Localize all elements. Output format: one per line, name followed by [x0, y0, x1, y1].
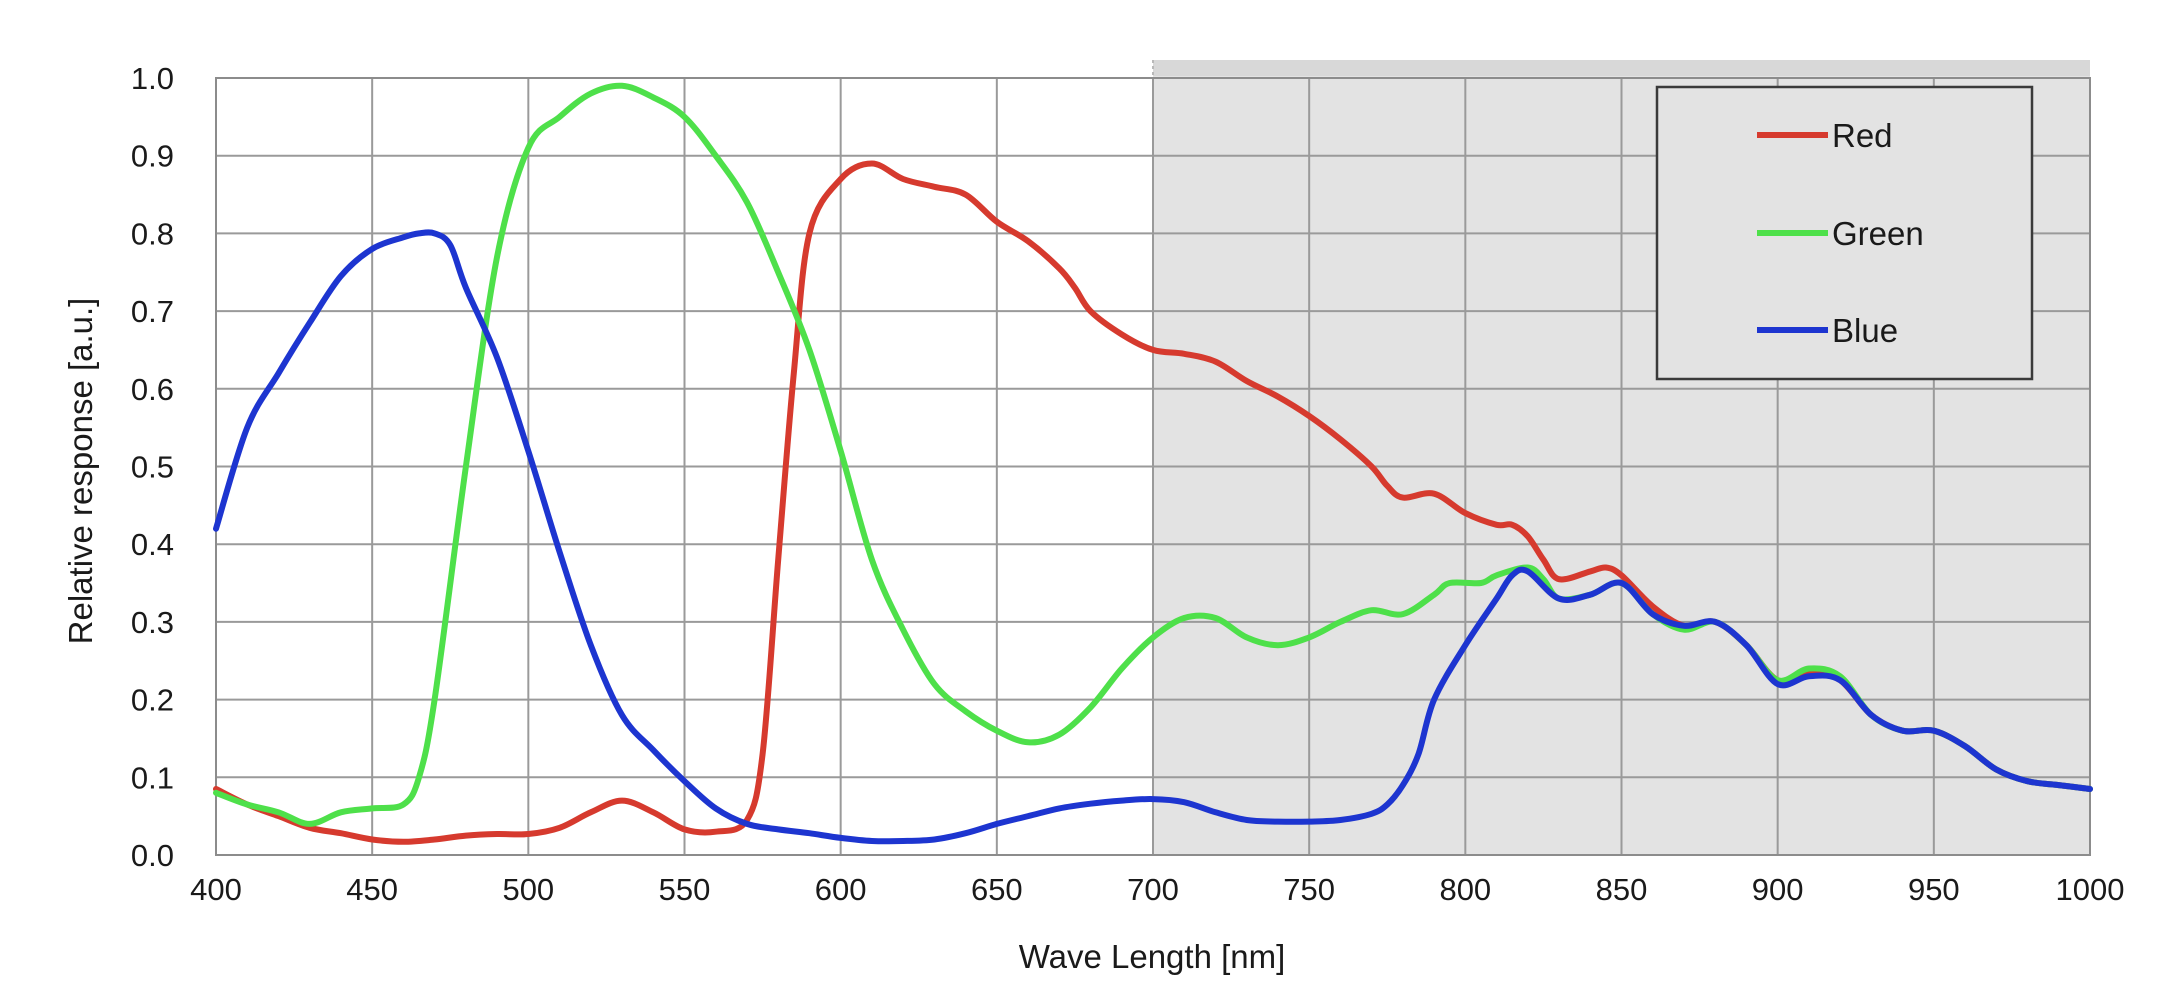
y-axis-label: Relative response [a.u.] — [62, 298, 99, 645]
x-tick-label: 900 — [1752, 872, 1804, 907]
legend-box — [1655, 85, 2034, 381]
x-axis-tick-labels: 400 450 500 550 600 650 700 750 800 850 900 950 1000 — [190, 872, 2124, 907]
x-tick-label: 850 — [1596, 872, 1648, 907]
y-tick-label: 0.4 — [131, 527, 174, 562]
x-tick-label: 750 — [1283, 872, 1335, 907]
plot-frame — [215, 77, 2091, 856]
legend-entries: Red Green Blue — [1757, 117, 1924, 349]
y-tick-label: 0.5 — [131, 450, 174, 485]
x-tick-label: 1000 — [2056, 872, 2125, 907]
legend-label-red: Red — [1832, 117, 1893, 154]
y-tick-label: 1.0 — [131, 61, 174, 96]
y-tick-label: 0.7 — [131, 294, 174, 329]
x-tick-label: 600 — [815, 872, 867, 907]
x-tick-label: 500 — [502, 872, 554, 907]
y-tick-label: 0.9 — [131, 139, 174, 174]
shaded-region-top-edge — [1153, 60, 2090, 76]
x-tick-label: 450 — [346, 872, 398, 907]
x-tick-label: 700 — [1127, 872, 1179, 907]
x-tick-label: 550 — [659, 872, 711, 907]
x-tick-label: 650 — [971, 872, 1023, 907]
y-tick-label: 0.0 — [131, 838, 174, 873]
y-tick-label: 0.2 — [131, 683, 174, 718]
legend-label-blue: Blue — [1832, 312, 1898, 349]
x-tick-label: 800 — [1439, 872, 1491, 907]
series-line-blue — [213, 229, 2093, 845]
y-tick-label: 0.1 — [131, 760, 174, 795]
x-tick-label: 400 — [190, 872, 242, 907]
y-axis-tick-labels: 0.0 0.1 0.2 0.3 0.4 0.5 0.6 0.7 0.8 0.9 1.0 — [131, 61, 174, 873]
y-tick-label: 0.8 — [131, 216, 174, 251]
x-tick-label: 950 — [1908, 872, 1960, 907]
y-tick-label: 0.3 — [131, 605, 174, 640]
chart-legend: Red Green Blue — [1655, 85, 2034, 381]
x-axis-label: Wave Length [nm] — [1019, 938, 1286, 975]
series-lines — [213, 82, 2093, 845]
legend-label-green: Green — [1832, 215, 1924, 252]
y-tick-label: 0.6 — [131, 372, 174, 407]
